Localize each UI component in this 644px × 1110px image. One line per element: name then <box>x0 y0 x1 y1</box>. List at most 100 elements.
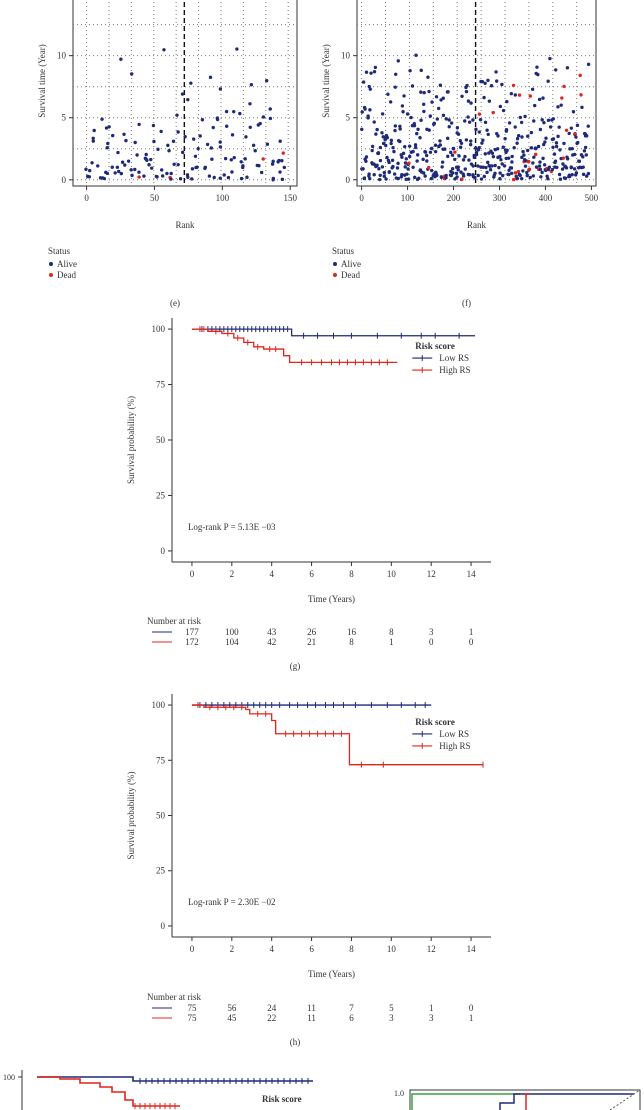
point-alive <box>528 175 533 180</box>
point-alive <box>438 143 443 147</box>
point-alive <box>557 172 562 177</box>
point-alive <box>270 162 275 166</box>
point-alive <box>244 135 248 139</box>
scatter-panel-f: 0 100 200 300 400 500 0 5 10 Rank Survival time (Y… <box>321 0 599 308</box>
point-alive <box>169 177 173 181</box>
point-alive <box>223 156 228 161</box>
x-tick-label: 6 <box>309 944 314 954</box>
point-alive <box>455 175 459 179</box>
point-alive <box>550 167 555 172</box>
y-tick-label: 0 <box>161 921 166 931</box>
point-alive <box>375 127 379 132</box>
point-alive <box>385 155 389 160</box>
point-alive <box>377 177 382 182</box>
legend-title: Risk score <box>415 341 455 351</box>
point-dead <box>511 83 516 88</box>
point-alive <box>178 177 183 181</box>
point-alive <box>264 79 269 83</box>
point-alive <box>413 143 418 147</box>
x-tick-label: 2 <box>230 569 235 579</box>
point-dead <box>560 96 564 100</box>
point-alive <box>123 163 127 167</box>
point-alive <box>568 174 572 179</box>
legend-label-dead: Dead <box>57 270 76 280</box>
point-alive <box>160 174 165 178</box>
point-alive <box>538 127 543 132</box>
point-alive <box>494 79 499 83</box>
point-alive <box>505 148 509 153</box>
point-alive <box>534 165 539 169</box>
y-tick-label: 25 <box>156 490 166 500</box>
point-alive <box>265 142 270 146</box>
point-alive <box>553 159 558 163</box>
point-alive <box>525 170 529 175</box>
point-alive <box>548 125 553 129</box>
point-dead <box>526 159 531 164</box>
point-alive <box>253 149 257 153</box>
point-alive <box>472 155 476 160</box>
point-alive <box>391 164 395 169</box>
point-alive <box>180 92 185 96</box>
point-alive <box>478 117 483 122</box>
point-alive <box>135 153 139 157</box>
point-alive <box>176 162 180 167</box>
point-dead <box>573 131 577 136</box>
point-alive <box>542 163 547 167</box>
point-alive <box>104 126 109 130</box>
point-alive <box>543 140 547 144</box>
y-tick-label: 100 <box>3 1073 15 1082</box>
point-alive <box>176 130 180 134</box>
point-alive <box>194 165 198 170</box>
point-alive <box>271 176 275 181</box>
point-alive <box>453 157 457 162</box>
point-alive <box>218 140 222 144</box>
point-alive <box>586 171 591 176</box>
point-alive <box>456 165 460 169</box>
point-alive <box>189 81 193 85</box>
point-alive <box>147 163 151 167</box>
point-alive <box>415 131 419 136</box>
point-alive <box>480 141 484 145</box>
point-alive <box>383 138 387 142</box>
point-alive <box>405 112 410 116</box>
point-dead <box>517 93 522 97</box>
point-alive <box>580 105 584 110</box>
point-alive <box>186 175 190 179</box>
point-alive <box>408 69 412 73</box>
point-alive <box>207 174 212 178</box>
point-alive <box>396 176 400 181</box>
point-alive <box>510 171 514 175</box>
point-alive <box>506 172 510 177</box>
point-alive <box>368 108 372 112</box>
x-axis-label: Rank <box>467 220 486 230</box>
point-alive <box>175 113 179 117</box>
point-alive <box>205 142 210 147</box>
point-alive <box>425 159 429 163</box>
point-alive <box>490 151 495 155</box>
point-alive <box>417 176 421 181</box>
point-alive <box>488 168 493 172</box>
point-alive <box>574 135 578 139</box>
point-alive <box>541 96 545 100</box>
point-dead <box>491 110 495 115</box>
point-alive <box>440 160 445 164</box>
point-alive <box>167 149 171 153</box>
point-alive <box>575 123 580 128</box>
point-alive <box>486 78 490 83</box>
point-alive <box>133 167 137 172</box>
point-alive <box>570 172 574 177</box>
point-alive <box>551 137 556 141</box>
point-alive <box>241 164 245 168</box>
point-alive <box>113 171 117 175</box>
point-alive <box>403 161 408 165</box>
point-alive <box>218 176 222 180</box>
point-alive <box>224 109 229 114</box>
point-alive <box>388 100 393 104</box>
point-alive <box>498 177 502 181</box>
risk-value: 11 <box>307 1013 316 1023</box>
point-alive <box>544 136 548 140</box>
legend-label-high: High RS <box>439 741 470 751</box>
point-alive <box>531 174 536 178</box>
point-alive <box>446 154 450 159</box>
